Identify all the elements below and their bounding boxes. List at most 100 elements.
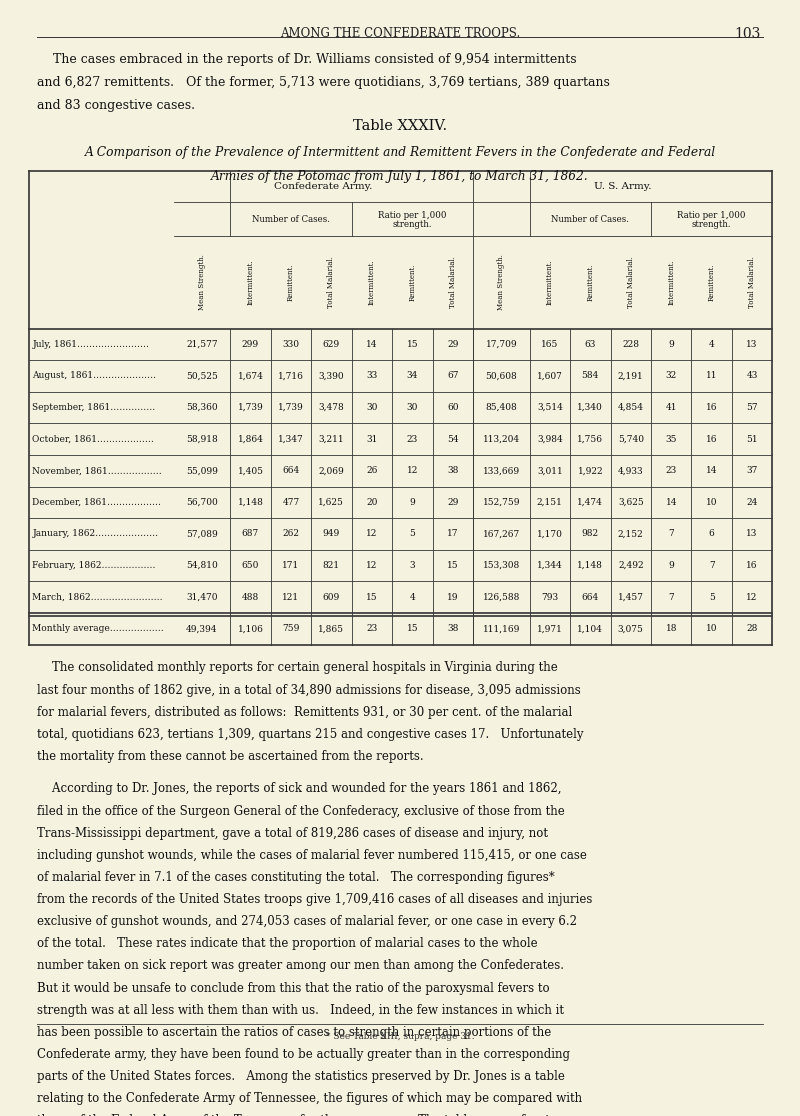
Text: 4,933: 4,933 xyxy=(618,466,643,475)
Text: 14: 14 xyxy=(366,340,378,349)
Text: strength.: strength. xyxy=(393,220,432,229)
Text: 16: 16 xyxy=(746,561,758,570)
Text: 165: 165 xyxy=(541,340,558,349)
Text: 31: 31 xyxy=(366,434,378,444)
Text: 60: 60 xyxy=(447,403,458,412)
Text: Remittent.: Remittent. xyxy=(408,263,416,301)
Text: Table XXXIV.: Table XXXIV. xyxy=(353,119,447,133)
Text: 13: 13 xyxy=(746,340,758,349)
Text: 664: 664 xyxy=(282,466,299,475)
Text: 7: 7 xyxy=(668,593,674,602)
Text: 793: 793 xyxy=(542,593,558,602)
Text: 759: 759 xyxy=(282,624,300,633)
Text: 1,625: 1,625 xyxy=(318,498,344,507)
Text: 1,347: 1,347 xyxy=(278,434,304,444)
Text: 29: 29 xyxy=(447,340,458,349)
Text: 38: 38 xyxy=(447,466,458,475)
Text: Remittent.: Remittent. xyxy=(287,263,295,301)
Text: 4: 4 xyxy=(709,340,714,349)
Text: strength.: strength. xyxy=(692,220,731,229)
Text: 2,069: 2,069 xyxy=(318,466,344,475)
Text: 1,170: 1,170 xyxy=(537,529,562,538)
Text: 1,344: 1,344 xyxy=(537,561,562,570)
Text: 3,011: 3,011 xyxy=(537,466,562,475)
Text: 6: 6 xyxy=(709,529,714,538)
Text: 629: 629 xyxy=(323,340,340,349)
Text: 949: 949 xyxy=(322,529,340,538)
Text: 1,148: 1,148 xyxy=(578,561,603,570)
Text: 50,525: 50,525 xyxy=(186,372,218,381)
Text: 171: 171 xyxy=(282,561,299,570)
Text: 113,204: 113,204 xyxy=(482,434,520,444)
Text: Intermittent.: Intermittent. xyxy=(667,259,675,305)
Text: 2,191: 2,191 xyxy=(618,372,644,381)
Text: 5: 5 xyxy=(410,529,415,538)
Text: 13: 13 xyxy=(746,529,758,538)
Text: 12: 12 xyxy=(746,593,758,602)
Text: 34: 34 xyxy=(406,372,418,381)
Text: Ratio per 1,000: Ratio per 1,000 xyxy=(378,211,446,220)
Text: 23: 23 xyxy=(666,466,677,475)
Text: 167,267: 167,267 xyxy=(482,529,520,538)
Text: for malarial fevers, distributed as follows:  Remittents 931, or 30 per cent. of: for malarial fevers, distributed as foll… xyxy=(37,705,572,719)
Text: * See Table XIII, supra, page 31.: * See Table XIII, supra, page 31. xyxy=(326,1032,474,1041)
Text: 2,492: 2,492 xyxy=(618,561,643,570)
Text: 51: 51 xyxy=(746,434,758,444)
Text: February, 1862………………: February, 1862……………… xyxy=(32,561,156,570)
Text: Total Malarial.: Total Malarial. xyxy=(748,257,756,308)
Text: 584: 584 xyxy=(582,372,599,381)
Text: 57,089: 57,089 xyxy=(186,529,218,538)
Text: 9: 9 xyxy=(410,498,415,507)
Text: 4,854: 4,854 xyxy=(618,403,644,412)
Text: Monthly average………………: Monthly average……………… xyxy=(32,624,164,633)
Text: Intermittent.: Intermittent. xyxy=(368,259,376,305)
Text: 16: 16 xyxy=(706,403,718,412)
Text: 1,864: 1,864 xyxy=(238,434,263,444)
Text: number taken on sick report was greater among our men than among the Confederate: number taken on sick report was greater … xyxy=(37,960,564,972)
Text: Mean Strength.: Mean Strength. xyxy=(498,254,506,310)
Text: October, 1861.………………: October, 1861.……………… xyxy=(32,434,154,444)
Text: November, 1861………………: November, 1861……………… xyxy=(32,466,162,475)
Text: 30: 30 xyxy=(366,403,378,412)
Text: from the records of the United States troops give 1,709,416 cases of all disease: from the records of the United States tr… xyxy=(37,893,593,906)
Text: 111,169: 111,169 xyxy=(482,624,520,633)
Text: 58,918: 58,918 xyxy=(186,434,218,444)
Text: 15: 15 xyxy=(447,561,458,570)
Text: 3: 3 xyxy=(410,561,415,570)
Text: 1,607: 1,607 xyxy=(537,372,562,381)
Text: 609: 609 xyxy=(322,593,340,602)
Text: Total Malarial.: Total Malarial. xyxy=(449,257,457,308)
Text: 5,740: 5,740 xyxy=(618,434,644,444)
Text: 50,608: 50,608 xyxy=(486,372,517,381)
Text: 20: 20 xyxy=(366,498,378,507)
Text: 1,405: 1,405 xyxy=(238,466,263,475)
Text: 67: 67 xyxy=(447,372,458,381)
Text: 687: 687 xyxy=(242,529,259,538)
Text: 330: 330 xyxy=(282,340,299,349)
Text: those of the Federal Army of the Tennessee for the same year.   The table covers: those of the Federal Army of the Tenness… xyxy=(37,1114,571,1116)
Text: 14: 14 xyxy=(666,498,677,507)
Text: of the total.   These rates indicate that the proportion of malarial cases to th: of the total. These rates indicate that … xyxy=(37,937,538,951)
Text: 3,984: 3,984 xyxy=(537,434,562,444)
Text: 1,739: 1,739 xyxy=(278,403,304,412)
Text: 24: 24 xyxy=(746,498,758,507)
Text: 9: 9 xyxy=(668,561,674,570)
Text: 38: 38 xyxy=(447,624,458,633)
Text: 12: 12 xyxy=(366,529,378,538)
Text: 299: 299 xyxy=(242,340,259,349)
Text: 54,810: 54,810 xyxy=(186,561,218,570)
Text: 1,739: 1,739 xyxy=(238,403,263,412)
Text: 30: 30 xyxy=(406,403,418,412)
Text: 23: 23 xyxy=(366,624,378,633)
Text: 2,151: 2,151 xyxy=(537,498,562,507)
Text: 2,152: 2,152 xyxy=(618,529,644,538)
Text: Trans-Mississippi department, gave a total of 819,286 cases of disease and injur: Trans-Mississippi department, gave a tot… xyxy=(37,827,548,839)
Text: total, quotidians 623, tertians 1,309, quartans 215 and congestive cases 17.   U: total, quotidians 623, tertians 1,309, q… xyxy=(37,728,584,741)
Text: Intermittent.: Intermittent. xyxy=(546,259,554,305)
Text: September, 1861……………: September, 1861…………… xyxy=(32,403,156,412)
Text: 1,340: 1,340 xyxy=(578,403,603,412)
Text: 21,577: 21,577 xyxy=(186,340,218,349)
Text: of malarial fever in 7.1 of the cases constituting the total.   The correspondin: of malarial fever in 7.1 of the cases co… xyxy=(37,870,555,884)
Text: 17: 17 xyxy=(447,529,458,538)
Text: has been possible to ascertain the ratios of cases to strength in certain portio: has been possible to ascertain the ratio… xyxy=(37,1026,551,1039)
